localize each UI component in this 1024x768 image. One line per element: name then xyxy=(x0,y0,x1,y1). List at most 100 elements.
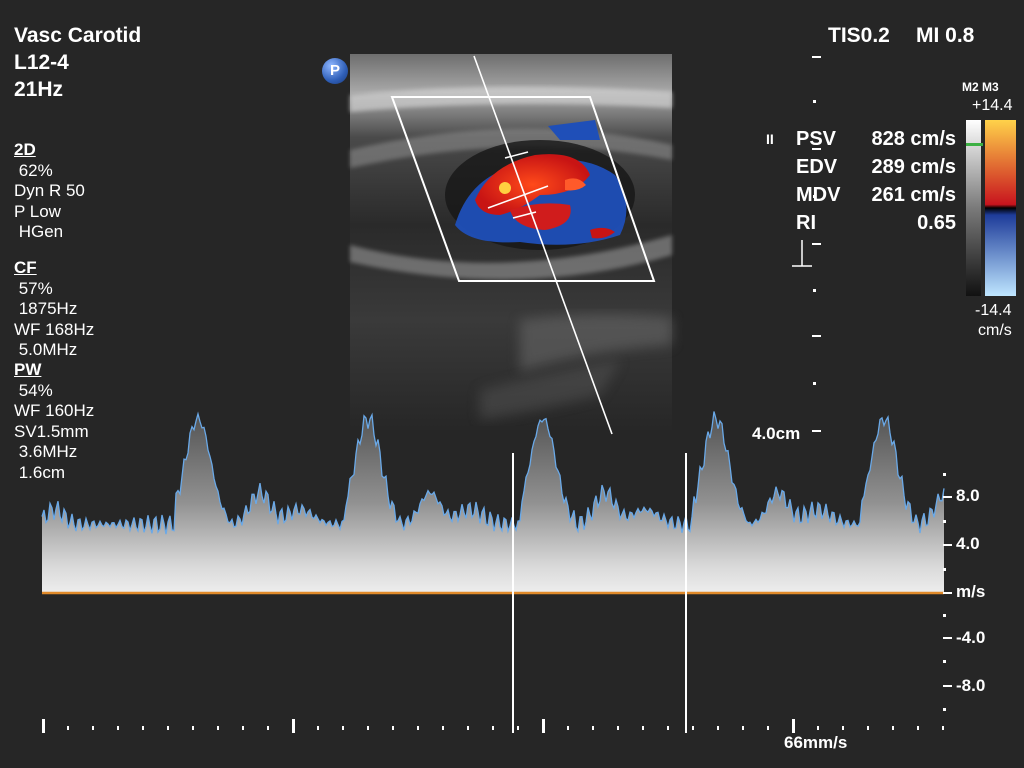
time-tick xyxy=(317,726,319,730)
frame-rate-label: 21Hz xyxy=(14,78,64,101)
measurement-row-ri: RI 0.65 xyxy=(796,209,956,237)
colorbar-unit-label: cm/s xyxy=(978,322,1012,339)
params-cf-line: 5.0MHz xyxy=(14,340,78,359)
depth-tick xyxy=(812,335,821,337)
mi-label: MI 0.8 xyxy=(916,24,975,47)
velocity-tick xyxy=(943,473,946,476)
time-tick xyxy=(67,726,69,730)
spectral-waveform xyxy=(42,411,944,593)
measurement-label: PSV xyxy=(796,128,837,150)
velocity-tick xyxy=(943,708,946,711)
measurement-row-psv: PSV 828 cm/s xyxy=(796,125,956,153)
measurement-value: 261 cm/s xyxy=(871,184,956,206)
sweep-speed-label: 66mm/s xyxy=(784,733,848,752)
velocity-label: -8.0 xyxy=(956,676,986,695)
params-2d-line: Dyn R 50 xyxy=(14,181,85,200)
color-flow-negative xyxy=(548,120,600,140)
time-tick xyxy=(142,726,144,730)
params-cf-line: 57% xyxy=(14,278,53,298)
doppler-cursor-line xyxy=(473,55,613,435)
params-pw-title: PW xyxy=(14,360,42,379)
velocity-tick xyxy=(943,637,952,639)
measurement-row-mdv: MDV 261 cm/s xyxy=(796,181,956,209)
depth-tick xyxy=(813,382,816,385)
time-tick xyxy=(467,726,469,730)
time-tick xyxy=(192,726,194,730)
time-tick xyxy=(217,726,219,730)
params-pw-line: 3.6MHz xyxy=(14,442,78,461)
color-flow-positive xyxy=(510,203,571,230)
params-2d-title: 2D xyxy=(14,140,36,159)
params-cf-line: WF 168Hz xyxy=(14,319,95,339)
measurement-value: 828 cm/s xyxy=(871,128,956,150)
params-2d: 2D 62% Dyn R 50 P Low HGen xyxy=(14,140,85,243)
measurement-label: RI xyxy=(796,212,816,234)
time-tick xyxy=(242,726,244,730)
time-tick xyxy=(342,726,344,730)
colorbar-min-label: -14.4 xyxy=(975,302,1012,319)
colorbar-baseline-marker xyxy=(966,143,983,146)
depth-tick xyxy=(812,243,821,245)
time-tick xyxy=(742,726,744,730)
probe-label: L12-4 xyxy=(14,51,69,74)
measurement-row-edv: EDV 289 cm/s xyxy=(796,153,956,181)
depth-label: 4.0cm xyxy=(752,424,801,443)
tissue-band xyxy=(520,314,672,372)
velocity-tick xyxy=(943,685,952,687)
depth-scale xyxy=(812,56,821,432)
params-2d-line: P Low xyxy=(14,201,61,221)
time-tick xyxy=(42,719,45,733)
colorbar-max-label: +14.4 xyxy=(972,97,1013,114)
time-tick xyxy=(267,726,269,730)
grayscale-bar xyxy=(966,120,981,296)
time-tick xyxy=(817,726,819,730)
time-tick xyxy=(542,719,545,733)
velocity-tick xyxy=(943,660,946,663)
time-scale xyxy=(42,719,944,733)
color-flow-peak xyxy=(499,182,511,194)
measurement-label: EDV xyxy=(796,156,838,178)
angle-correct-line xyxy=(487,185,549,209)
color-flow-positive xyxy=(565,178,586,191)
p-marker-label: P xyxy=(329,62,340,79)
time-tick xyxy=(367,726,369,730)
velocity-tick xyxy=(943,614,946,617)
time-tick xyxy=(617,726,619,730)
time-tick xyxy=(767,726,769,730)
time-tick xyxy=(92,726,94,730)
time-tick xyxy=(642,726,644,730)
time-tick xyxy=(417,726,419,730)
tissue-band xyxy=(350,235,672,280)
time-tick xyxy=(667,726,669,730)
params-pw-line: 54% xyxy=(14,380,53,400)
depth-tick xyxy=(813,289,816,292)
spectral-envelope xyxy=(41,411,945,535)
params-cf-line: 1875Hz xyxy=(14,299,78,318)
velocity-tick xyxy=(943,568,946,571)
time-tick xyxy=(692,726,694,730)
time-tick xyxy=(917,726,919,730)
params-pw-line: WF 160Hz xyxy=(14,401,95,420)
time-tick xyxy=(167,726,169,730)
depth-tick xyxy=(812,430,821,432)
time-tick xyxy=(292,719,295,733)
measurement-label: MDV xyxy=(796,184,841,206)
time-tick xyxy=(117,726,119,730)
params-cf-title: CF xyxy=(14,258,37,277)
depth-tick xyxy=(813,100,816,103)
depth-tick xyxy=(813,195,816,198)
velocity-unit-label: m/s xyxy=(956,582,986,601)
params-pw: PW 54% WF 160Hz SV1.5mm 3.6MHz 1.6cm xyxy=(14,360,94,483)
velocity-colorbar xyxy=(985,120,1016,296)
velocity-label: 8.0 xyxy=(956,486,980,505)
time-tick xyxy=(892,726,894,730)
measurement-value: 289 cm/s xyxy=(871,156,956,178)
time-tick xyxy=(442,726,444,730)
depth-tick xyxy=(812,148,821,150)
time-tick xyxy=(842,726,844,730)
measurement-marker: II xyxy=(766,131,774,147)
params-2d-line: 62% xyxy=(14,160,53,180)
color-flow-positive xyxy=(475,154,590,215)
